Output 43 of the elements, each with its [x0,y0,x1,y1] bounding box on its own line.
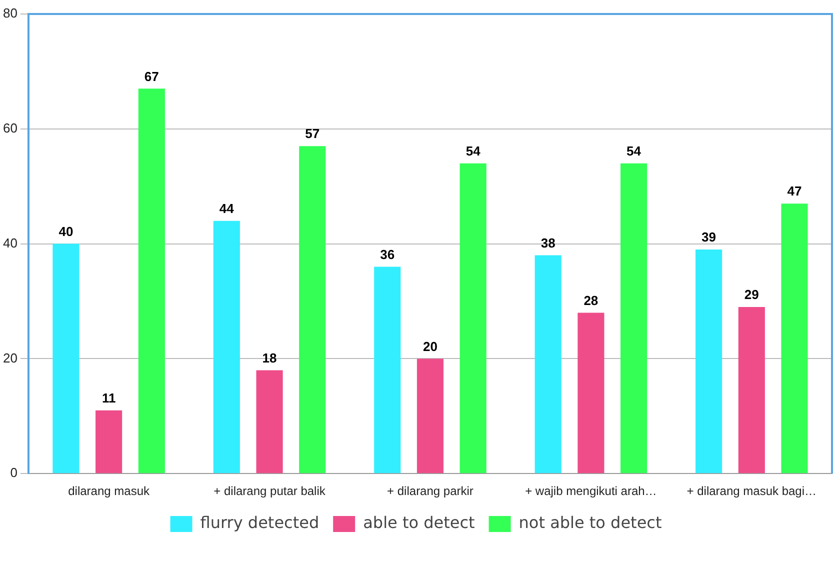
legend-label: flurry detected [200,513,320,532]
bar [52,244,80,474]
data-label: 54 [626,143,642,158]
bar [460,163,486,474]
bar [256,370,283,474]
legend-label: able to detect [363,513,475,532]
bar [213,220,240,474]
data-label: 44 [219,200,235,216]
data-label: 54 [466,143,482,158]
data-label: 20 [422,338,438,354]
data-label: 11 [102,390,116,406]
bar [416,358,444,474]
bar [299,146,326,474]
data-label: 40 [58,224,74,239]
bar [696,250,722,474]
bar [374,266,401,474]
bar [620,163,648,474]
y-tick-label: 60 [2,120,18,136]
x-tick-label: + wajib mengikuti arah… [525,484,657,498]
bar [738,306,765,474]
data-label: 29 [744,287,759,302]
data-label: 36 [380,246,395,262]
data-label: 18 [262,350,277,366]
bar [96,410,122,474]
data-label: 67 [144,68,159,84]
bar [138,88,165,474]
legend-label: not able to detect [518,513,662,532]
bar [578,312,604,474]
data-label: 57 [305,126,320,142]
data-label: 47 [787,184,802,199]
data-label: 28 [584,292,598,308]
x-tick-label: + dilarang parkir [387,484,474,498]
y-tick-label: 0 [10,465,18,480]
data-label: 39 [702,230,716,245]
bar [534,255,562,474]
data-label: 38 [540,235,556,250]
x-tick-label: + dilarang putar balik [214,484,326,498]
y-tick-label: 20 [2,350,18,366]
y-tick-label: 80 [2,6,18,21]
y-tick-label: 40 [2,235,18,250]
x-tick-label: dilarang masuk [68,484,150,498]
bar [781,204,808,474]
x-tick-label: + dilarang masuk bagi… [686,484,817,498]
